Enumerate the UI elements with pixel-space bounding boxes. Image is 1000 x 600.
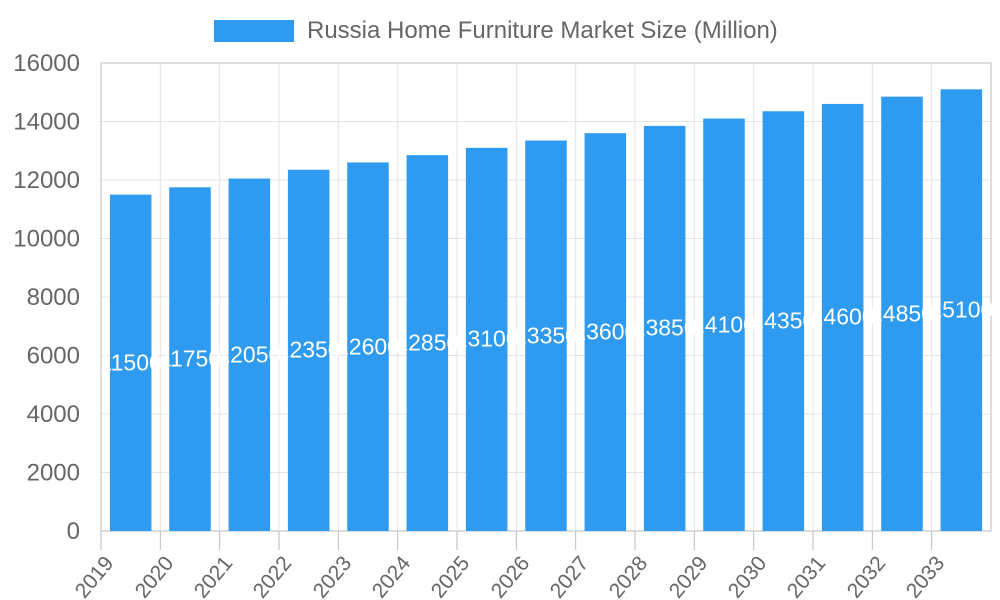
svg-text:2000: 2000 [27, 460, 80, 487]
svg-text:8000: 8000 [27, 284, 80, 311]
svg-text:10000: 10000 [13, 226, 80, 253]
svg-text:0: 0 [67, 518, 80, 545]
svg-text:4000: 4000 [27, 401, 80, 428]
svg-text:14000: 14000 [13, 109, 80, 136]
svg-text:6000: 6000 [27, 343, 80, 370]
svg-text:16000: 16000 [13, 50, 80, 77]
svg-text:12000: 12000 [13, 167, 80, 194]
